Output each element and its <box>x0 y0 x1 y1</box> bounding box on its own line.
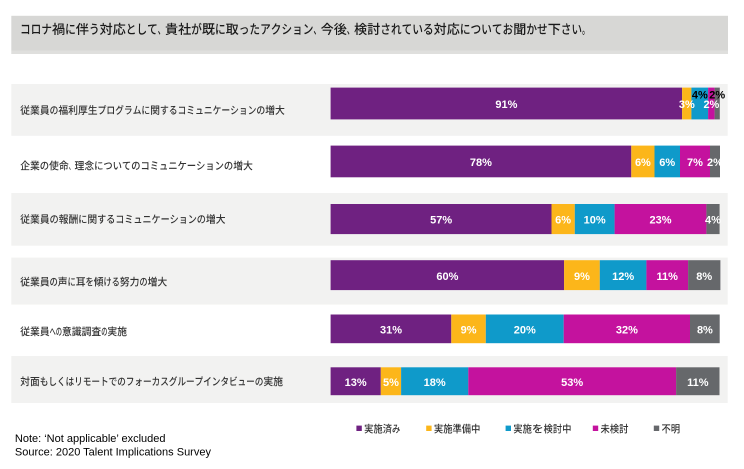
svg-text:31%: 31% <box>380 325 402 337</box>
svg-text:6%: 6% <box>659 157 675 169</box>
svg-text:23%: 23% <box>649 215 671 227</box>
svg-text:4%: 4% <box>705 215 721 227</box>
svg-text:57%: 57% <box>430 215 452 227</box>
svg-text:6%: 6% <box>635 157 651 169</box>
svg-text:18%: 18% <box>424 377 446 389</box>
svg-text:2%: 2% <box>707 157 723 169</box>
svg-text:32%: 32% <box>616 325 638 337</box>
svg-text:9%: 9% <box>461 325 477 337</box>
svg-text:9%: 9% <box>574 271 590 283</box>
svg-text:11%: 11% <box>687 377 709 389</box>
svg-text:8%: 8% <box>697 325 713 337</box>
svg-text:2%: 2% <box>703 99 719 111</box>
svg-text:91%: 91% <box>495 99 517 111</box>
svg-text:78%: 78% <box>470 157 492 169</box>
svg-text:3%: 3% <box>679 99 695 111</box>
svg-text:8%: 8% <box>696 271 712 283</box>
svg-text:10%: 10% <box>584 215 606 227</box>
svg-text:7%: 7% <box>687 157 703 169</box>
svg-text:12%: 12% <box>612 271 634 283</box>
svg-text:2%: 2% <box>709 89 725 101</box>
svg-text:60%: 60% <box>436 271 458 283</box>
svg-text:5%: 5% <box>383 377 399 389</box>
svg-text:13%: 13% <box>345 377 367 389</box>
svg-text:Note: ‘Not applicable’ exclude: Note: ‘Not applicable’ excluded <box>15 433 166 445</box>
svg-text:53%: 53% <box>561 377 583 389</box>
svg-text:6%: 6% <box>555 215 571 227</box>
svg-text:11%: 11% <box>656 271 678 283</box>
svg-text:4%: 4% <box>692 89 708 101</box>
svg-text:20%: 20% <box>514 325 536 337</box>
svg-text:Source: 2020 Talent Implicatio: Source: 2020 Talent Implications Survey <box>15 447 212 459</box>
